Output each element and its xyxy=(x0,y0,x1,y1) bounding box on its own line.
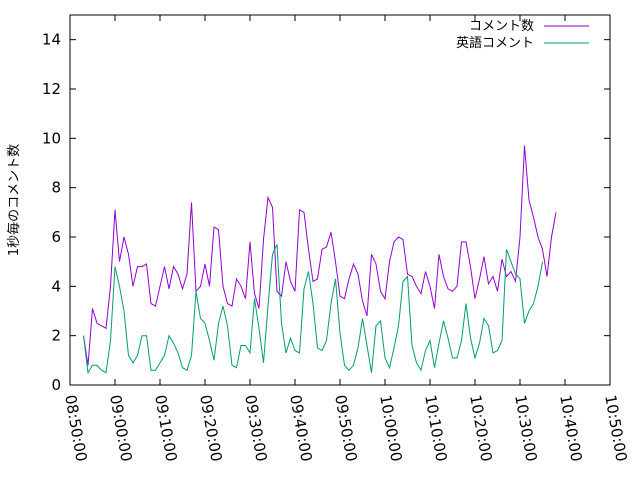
x-tick-label: 10:10:00 xyxy=(421,393,450,462)
x-tick-label: 10:20:00 xyxy=(466,393,495,462)
x-tick-label: 10:00:00 xyxy=(376,393,405,462)
legend: コメント数 英語コメント xyxy=(456,19,589,51)
x-axis-ticks: 08:50:00 09:00:00 09:10:00 09:20:00 09:30:00… xyxy=(61,15,631,463)
legend-label-comments: コメント数 xyxy=(469,19,534,34)
y-tick-label: 14 xyxy=(42,31,61,49)
y-axis-label: 1秒毎のコメント数 xyxy=(6,144,22,256)
y-tick-label: 4 xyxy=(51,277,61,295)
x-tick-label: 10:50:00 xyxy=(601,393,630,462)
series-line-english-comments xyxy=(83,244,543,375)
y-tick-label: 2 xyxy=(51,327,61,345)
y-tick-label: 0 xyxy=(51,376,61,394)
x-tick-label: 08:50:00 xyxy=(61,393,90,462)
x-tick-label: 09:20:00 xyxy=(196,393,225,462)
x-tick-label: 09:50:00 xyxy=(331,393,360,462)
series-layer xyxy=(83,145,557,375)
x-tick-label: 10:30:00 xyxy=(511,393,540,462)
y-axis-ticks: 0 2 4 6 8 10 12 14 xyxy=(42,31,610,394)
legend-label-english: 英語コメント xyxy=(456,35,534,51)
y-tick-label: 12 xyxy=(42,80,61,98)
series-line-comments xyxy=(83,145,557,366)
x-tick-label: 09:10:00 xyxy=(151,393,180,462)
x-tick-label: 09:00:00 xyxy=(106,393,135,462)
y-tick-label: 6 xyxy=(51,228,61,246)
y-tick-label: 10 xyxy=(42,129,61,147)
y-tick-label: 8 xyxy=(51,179,61,197)
x-tick-label: 10:40:00 xyxy=(556,393,585,462)
x-tick-label: 09:40:00 xyxy=(286,393,315,462)
x-tick-label: 09:30:00 xyxy=(241,393,270,462)
